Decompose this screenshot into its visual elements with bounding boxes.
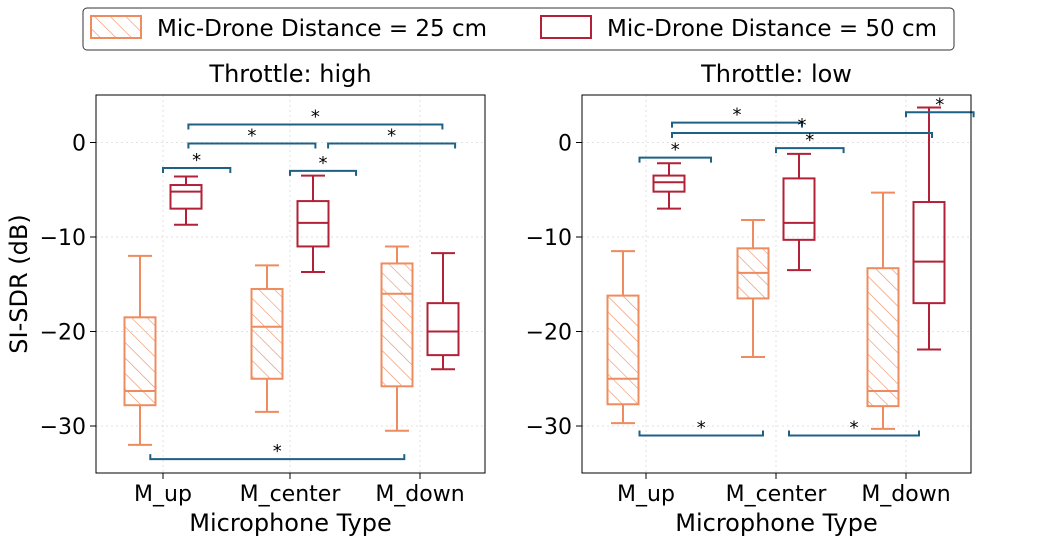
significance-bracket: * bbox=[638, 417, 764, 438]
significance-bracket: * bbox=[149, 441, 406, 462]
x-axis-label: Microphone Type bbox=[189, 509, 391, 537]
bracket-line bbox=[149, 454, 406, 461]
x-tick-label: M_down bbox=[861, 482, 950, 507]
significance-star: * bbox=[319, 153, 328, 174]
y-tick-label: −10 bbox=[526, 226, 572, 251]
subplot-throttle-high: * * * * * * 0 −10 −20 −30 M_up M_center M_down Thro… bbox=[5, 60, 486, 537]
y-tick-label: 0 bbox=[72, 132, 86, 157]
box-body bbox=[250, 287, 284, 380]
box-body bbox=[169, 184, 203, 210]
box-body bbox=[426, 302, 460, 357]
legend-label-50cm: Mic-Drone Distance = 50 cm bbox=[607, 16, 937, 42]
box-M_up-50cm bbox=[652, 162, 686, 210]
bracket-line bbox=[788, 430, 920, 437]
x-tick-label: M_center bbox=[240, 482, 342, 507]
x-tick-label: M_down bbox=[375, 482, 464, 507]
significance-bracket: * bbox=[788, 417, 920, 438]
y-tick-label: −30 bbox=[40, 415, 86, 440]
significance-bracket: * bbox=[671, 105, 803, 128]
y-tick-label: −10 bbox=[40, 226, 86, 251]
box-M_up-50cm bbox=[169, 175, 203, 226]
bracket-line bbox=[671, 132, 933, 139]
significance-bracket: * bbox=[187, 125, 317, 149]
box-body bbox=[380, 262, 414, 388]
box-M_down-25cm bbox=[866, 191, 900, 430]
significance-star: * bbox=[697, 417, 706, 438]
bracket-line bbox=[638, 430, 764, 437]
significance-bracket: * bbox=[289, 153, 358, 176]
x-tick-label: M_center bbox=[726, 482, 828, 507]
box-M_down-25cm bbox=[380, 245, 414, 432]
significance-bracket: * bbox=[775, 130, 845, 154]
legend-swatch-25cm bbox=[90, 15, 142, 39]
box-M_center-50cm bbox=[782, 152, 816, 272]
bracket-line bbox=[671, 121, 803, 128]
significance-star: * bbox=[311, 107, 320, 128]
box-M_down-50cm bbox=[912, 106, 946, 351]
significance-star: * bbox=[935, 94, 944, 115]
significance-star: * bbox=[273, 441, 282, 462]
significance-bracket: * bbox=[671, 115, 933, 139]
bracket-line bbox=[638, 156, 712, 163]
y-tick-label: −20 bbox=[526, 321, 572, 346]
significance-star: * bbox=[805, 130, 814, 151]
box-body bbox=[606, 294, 640, 406]
x-tick-label: M_up bbox=[617, 482, 675, 507]
significance-star: * bbox=[850, 417, 859, 438]
bracket-line bbox=[187, 123, 444, 130]
box-body bbox=[782, 177, 816, 241]
box-M_center-50cm bbox=[296, 174, 330, 273]
plot-frame bbox=[95, 94, 486, 474]
significance-star: * bbox=[192, 150, 201, 171]
y-tick-label: 0 bbox=[558, 132, 572, 157]
bracket-line bbox=[162, 167, 232, 174]
subplot-title: Throttle: low bbox=[700, 60, 852, 88]
bracket-line bbox=[187, 142, 317, 149]
significance-bracket: * bbox=[187, 107, 444, 130]
box-body bbox=[296, 200, 330, 248]
box-body bbox=[912, 201, 946, 305]
x-tick-label: M_up bbox=[134, 482, 192, 507]
box-body bbox=[866, 267, 900, 408]
box-M_up-25cm bbox=[123, 254, 157, 446]
significance-star: * bbox=[387, 125, 396, 146]
box-M_center-25cm bbox=[736, 218, 770, 359]
bracket-line bbox=[327, 142, 457, 149]
significance-star: * bbox=[798, 115, 807, 136]
significance-bracket: * bbox=[327, 125, 457, 149]
bracket-line bbox=[905, 111, 975, 118]
legend-swatch-50cm bbox=[540, 15, 592, 39]
significance-star: * bbox=[247, 125, 256, 146]
subplot-throttle-low: ** **** * 0−10−20−30M_up M_center M_down Thr… bbox=[526, 60, 975, 537]
significance-star: * bbox=[733, 105, 742, 126]
box-M_down-50cm bbox=[426, 252, 460, 371]
bracket-line bbox=[289, 169, 358, 176]
significance-bracket: * bbox=[162, 150, 232, 174]
y-tick-label: −20 bbox=[40, 321, 86, 346]
legend: Mic-Drone Distance = 25 cm Mic-Drone Dis… bbox=[82, 7, 955, 51]
subplot-title: Throttle: high bbox=[208, 60, 371, 88]
legend-frame bbox=[82, 7, 955, 51]
significance-star: * bbox=[671, 140, 680, 161]
box-body bbox=[652, 174, 686, 193]
y-tick-label: −30 bbox=[526, 415, 572, 440]
bracket-line bbox=[775, 147, 845, 154]
significance-bracket: * bbox=[905, 94, 975, 118]
y-axis-label: SI-SDR (dB) bbox=[5, 214, 33, 353]
legend-label-25cm: Mic-Drone Distance = 25 cm bbox=[157, 16, 487, 42]
box-M_up-25cm bbox=[606, 250, 640, 425]
significance-bracket: * bbox=[638, 140, 712, 163]
x-axis-label: Microphone Type bbox=[675, 509, 877, 537]
box-M_center-25cm bbox=[250, 264, 284, 413]
